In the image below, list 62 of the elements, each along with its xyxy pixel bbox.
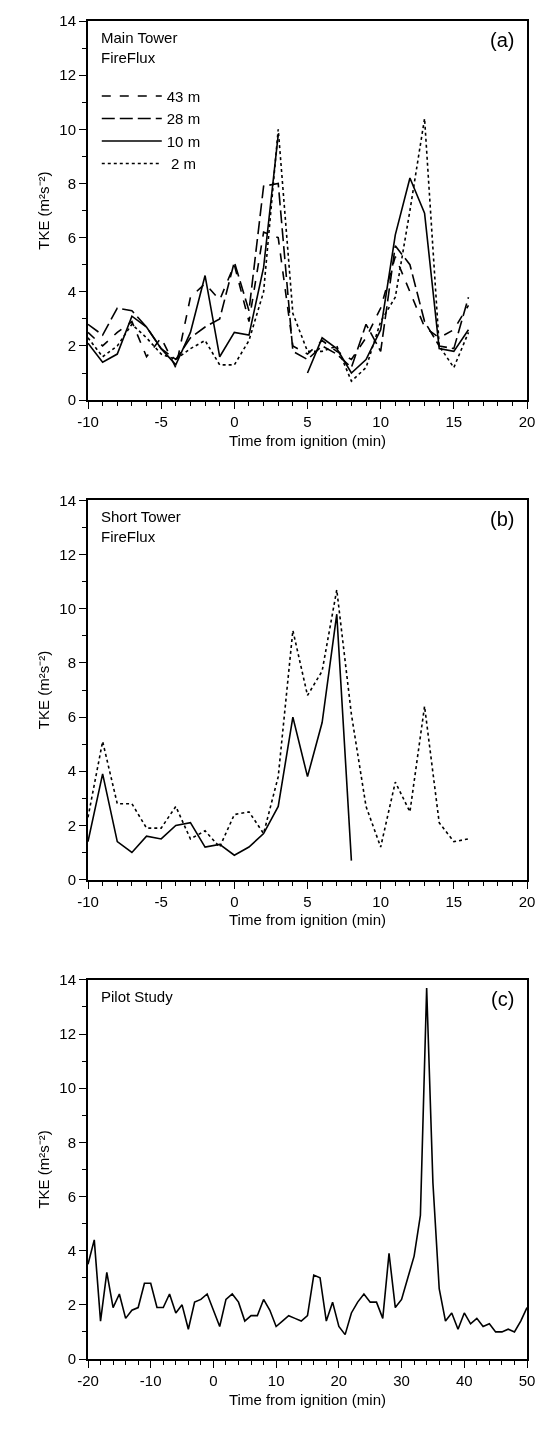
- x-tick-label: -20: [77, 1372, 99, 1389]
- x-tick-label: 20: [518, 413, 536, 431]
- x-tick-label: -5: [154, 413, 168, 431]
- y-tick-label: 14: [59, 12, 76, 30]
- x-tick-label: 50: [518, 1372, 536, 1389]
- y-tick-label: 6: [67, 228, 76, 246]
- y-axis-title: TKE (m²s⁻²): [35, 650, 53, 730]
- x-tick-label: -10: [139, 1372, 162, 1389]
- y-tick-label: 2: [67, 1296, 76, 1314]
- y-axis-title: TKE (m²s⁻²): [35, 1130, 53, 1209]
- x-tick-label: 10: [267, 1372, 285, 1389]
- x-axis-title: Time from ignition (min): [229, 431, 386, 449]
- y-tick-label: 0: [67, 870, 76, 888]
- legend-label: 28 m: [166, 110, 201, 128]
- x-tick-label: 0: [209, 1372, 218, 1389]
- x-axis-title: Time from ignition (min): [229, 1390, 386, 1408]
- annotation: (c): [491, 988, 515, 1010]
- annotation: Main Tower FireFlux: [101, 29, 178, 66]
- x-tick-label: -5: [154, 892, 168, 910]
- y-tick-label: 6: [67, 708, 76, 726]
- x-tick-label: 5: [303, 892, 312, 910]
- legend-label: 2 m: [166, 155, 196, 173]
- y-tick-label: 12: [59, 66, 76, 84]
- y-tick-label: 2: [67, 337, 76, 355]
- x-tick-label: 10: [372, 413, 390, 431]
- y-tick-label: 12: [59, 1025, 76, 1043]
- y-tick-label: 2: [67, 816, 76, 834]
- x-tick-label: 20: [518, 892, 536, 910]
- y-tick-label: 4: [67, 283, 76, 301]
- y-tick-label: 6: [67, 1187, 76, 1205]
- x-tick-label: 0: [230, 413, 239, 431]
- y-tick-label: 14: [59, 491, 76, 509]
- annotation: (a): [490, 29, 515, 51]
- legend-label: 43 m: [166, 87, 201, 105]
- y-tick-label: 8: [67, 654, 76, 672]
- x-tick-label: 5: [303, 413, 312, 431]
- y-tick-label: 10: [59, 600, 76, 618]
- y-tick-label: 14: [59, 971, 76, 989]
- y-tick-label: 10: [59, 120, 76, 138]
- y-tick-label: 0: [67, 1350, 76, 1368]
- annotation: (b): [490, 508, 515, 530]
- x-tick-label: 0: [230, 892, 239, 910]
- annotation: Pilot Study: [101, 988, 174, 1005]
- y-axis-title: TKE (m²s⁻²): [35, 171, 53, 250]
- y-tick-label: 0: [67, 391, 76, 409]
- y-tick-label: 10: [59, 1079, 76, 1097]
- y-tick-label: 8: [67, 1133, 76, 1151]
- x-axis-title: Time from ignition (min): [229, 911, 386, 929]
- x-tick-label: 10: [372, 892, 390, 910]
- x-tick-label: 40: [455, 1372, 473, 1389]
- y-tick-label: 12: [59, 545, 76, 563]
- y-tick-label: 4: [67, 762, 76, 780]
- x-tick-label: 15: [445, 892, 463, 910]
- x-tick-label: -10: [77, 892, 99, 910]
- y-tick-label: 4: [67, 1241, 76, 1259]
- x-tick-label: -10: [77, 413, 99, 431]
- annotation: Short Tower FireFlux: [101, 508, 181, 545]
- x-tick-label: 30: [393, 1372, 410, 1389]
- y-tick-label: 8: [67, 174, 76, 192]
- x-tick-label: 15: [445, 413, 463, 431]
- x-tick-label: 20: [330, 1372, 348, 1389]
- legend-label: 10 m: [166, 132, 201, 150]
